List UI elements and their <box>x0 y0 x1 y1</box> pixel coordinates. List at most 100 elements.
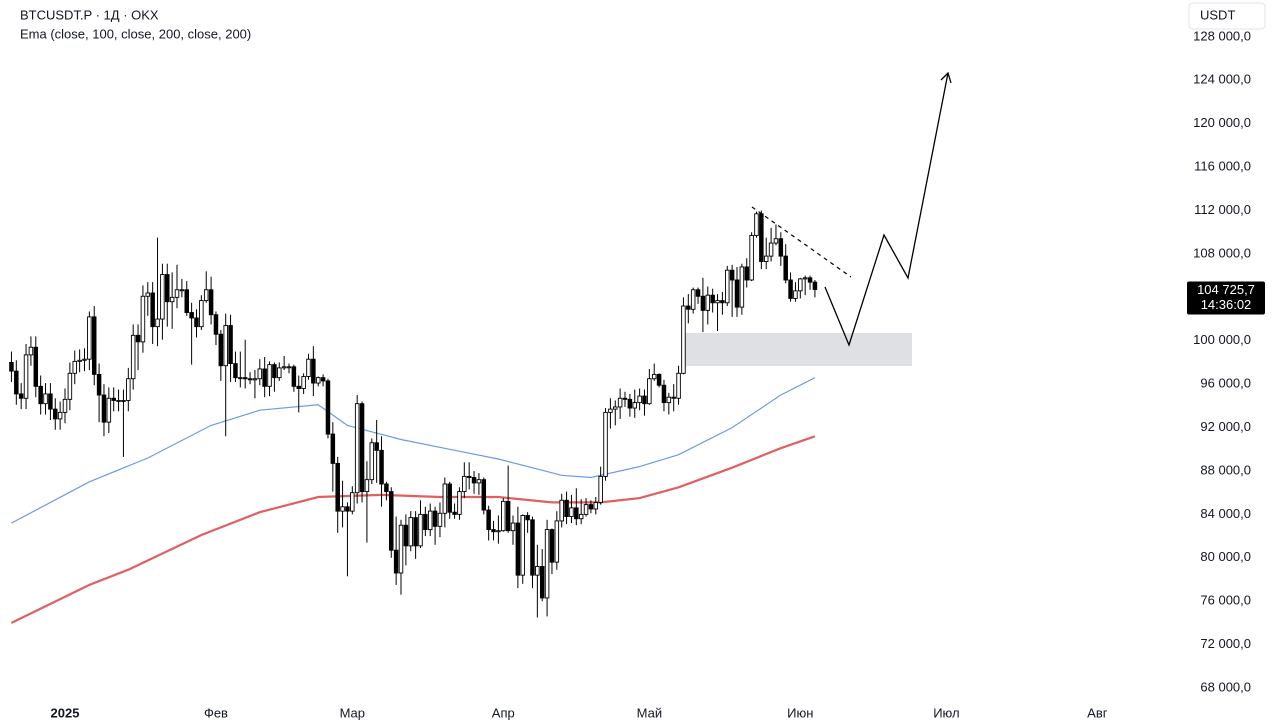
candle-body <box>632 402 637 409</box>
y-tick-label: 80 000,0 <box>1200 549 1251 564</box>
candle-body <box>462 475 467 493</box>
candle-body <box>238 377 243 380</box>
candle-body <box>14 370 19 395</box>
candle-body <box>661 384 667 404</box>
candle-body <box>252 378 258 381</box>
candle-body <box>403 524 409 547</box>
y-tick-label: 120 000,0 <box>1193 115 1251 130</box>
candle-body <box>189 312 194 319</box>
candle-body <box>437 512 443 527</box>
candle-body <box>471 477 477 484</box>
candle-body <box>101 394 107 423</box>
candle-body <box>457 491 462 515</box>
candle-body <box>121 399 126 402</box>
candle-body <box>554 520 560 563</box>
candle-body <box>617 397 623 408</box>
candle-body <box>77 359 82 362</box>
candle-body <box>223 325 228 367</box>
candle-body <box>91 316 97 375</box>
candle-body <box>690 289 696 310</box>
candle-body <box>247 378 253 381</box>
y-tick-label: 100 000,0 <box>1193 332 1251 347</box>
candle-body <box>666 396 672 404</box>
candle-body <box>116 399 121 402</box>
candle-body <box>257 368 263 380</box>
candle-body <box>306 358 311 378</box>
candle-body <box>62 398 68 413</box>
candle-body <box>67 372 73 400</box>
candle-body <box>408 517 413 547</box>
candle-body <box>369 442 375 481</box>
candle-body <box>423 513 428 531</box>
x-tick-label: Май <box>637 705 662 720</box>
candle-body <box>627 398 633 409</box>
candle-body <box>150 292 155 328</box>
candle-body <box>330 433 336 464</box>
candle-body <box>496 530 501 533</box>
candle-body <box>311 358 316 384</box>
candle-body <box>681 305 686 374</box>
candle-body <box>549 529 555 563</box>
candle-body <box>783 255 788 281</box>
candle-body <box>788 279 793 299</box>
y-tick-label: 124 000,0 <box>1193 72 1251 87</box>
candle-body <box>359 403 365 493</box>
candle-body <box>520 515 525 576</box>
candle-body <box>325 380 331 435</box>
chart-title: BTCUSDT.P · 1Д · OKX <box>20 7 159 22</box>
candle-body <box>481 479 487 511</box>
candle-body <box>749 235 754 281</box>
price-axis-bg <box>1185 30 1280 726</box>
candle-body <box>744 266 749 281</box>
candle-body <box>228 325 233 364</box>
candle-body <box>539 566 545 599</box>
candle-body <box>130 334 136 380</box>
candle-body <box>242 377 248 380</box>
candle-body <box>720 300 725 304</box>
candle-body <box>218 333 224 367</box>
y-tick-label: 92 000,0 <box>1200 419 1251 434</box>
y-tick-label: 84 000,0 <box>1200 506 1251 521</box>
candle-body <box>165 274 170 303</box>
candle-body <box>354 403 360 494</box>
candle-body <box>199 300 204 328</box>
candle-body <box>583 504 589 515</box>
candle-body <box>179 289 185 292</box>
candle-body <box>43 393 48 405</box>
candle-body <box>413 517 418 547</box>
candle-body <box>535 566 540 576</box>
candle-body <box>48 393 53 410</box>
x-tick-label: Фев <box>204 705 228 720</box>
candle-body <box>447 483 452 513</box>
candle-body <box>9 362 14 372</box>
currency-box[interactable] <box>1188 2 1266 30</box>
candle-body <box>140 295 146 343</box>
candle-body <box>291 366 297 387</box>
candle-body <box>608 408 613 413</box>
ema-line <box>10 435 816 624</box>
candle-body <box>763 255 769 262</box>
currency-label[interactable]: USDT <box>1200 7 1235 22</box>
candle-body <box>642 395 647 405</box>
candle-body <box>184 289 189 313</box>
forecast-arrowhead <box>940 71 952 84</box>
candle-body <box>301 376 306 389</box>
y-tick-label: 128 000,0 <box>1193 28 1251 43</box>
candle-body <box>700 295 706 311</box>
x-tick-label: Апр <box>492 705 515 720</box>
candle-body <box>194 317 199 328</box>
candle-body <box>812 281 818 290</box>
candle-body <box>374 442 379 451</box>
last-price-label: 104 725,7 <box>1197 282 1255 297</box>
indicator-legend: Ema (close, 100, close, 200, close, 200) <box>20 26 251 41</box>
candle-body <box>574 507 579 520</box>
candle-body <box>613 406 618 410</box>
candle-body <box>160 274 165 320</box>
candle-body <box>340 506 345 512</box>
candle-body <box>315 377 321 384</box>
candle-body <box>111 397 116 401</box>
candle-body <box>169 296 175 303</box>
candle-body <box>778 238 784 257</box>
x-tick-label: Авг <box>1087 705 1108 720</box>
candle-body <box>686 305 691 310</box>
